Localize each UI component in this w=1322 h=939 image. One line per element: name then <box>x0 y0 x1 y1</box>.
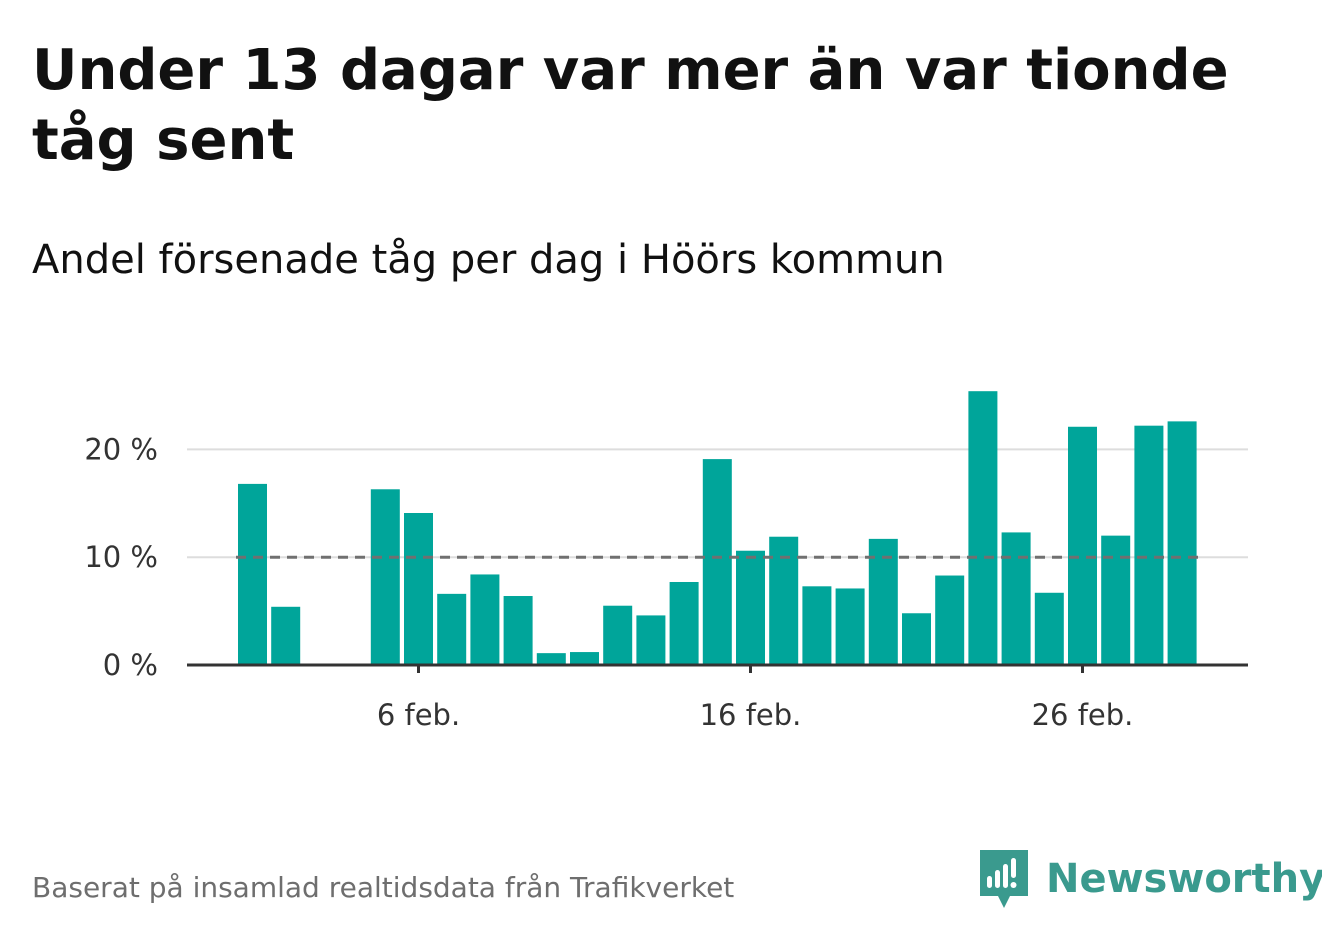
bar <box>968 391 998 665</box>
bar <box>238 483 267 665</box>
bar <box>404 513 433 665</box>
bar <box>902 613 931 665</box>
bar <box>1034 592 1064 665</box>
newsworthy-logo-icon <box>980 850 1028 908</box>
bar <box>536 653 566 665</box>
bar <box>271 606 301 665</box>
y-tick-label: 20 % <box>84 432 158 466</box>
bar <box>1068 426 1097 665</box>
bar <box>636 615 666 665</box>
x-tick-label: 6 feb. <box>377 698 460 732</box>
bar <box>503 596 533 665</box>
chart-subtitle: Andel försenade tåg per dag i Höörs komm… <box>32 237 945 283</box>
bar <box>1167 421 1197 665</box>
y-tick-label: 10 % <box>84 540 158 574</box>
bar <box>1101 535 1131 665</box>
brand-name: Newsworthy <box>1046 856 1322 902</box>
bar <box>603 605 633 665</box>
bar <box>669 581 699 665</box>
bar <box>470 574 500 665</box>
bar <box>702 459 732 665</box>
bar <box>370 489 400 665</box>
bar <box>570 652 599 665</box>
brand-logo: Newsworthy <box>980 848 1322 910</box>
y-tick-label: 0 % <box>103 648 158 682</box>
bar <box>736 550 765 665</box>
bar <box>1134 425 1164 665</box>
source-note: Baserat på insamlad realtidsdata från Tr… <box>32 871 735 904</box>
x-tick-label: 16 feb. <box>700 698 802 732</box>
bar <box>802 586 832 665</box>
bar <box>935 575 965 665</box>
bar <box>1001 532 1031 665</box>
bar <box>437 593 467 665</box>
bar <box>835 588 865 665</box>
bar <box>868 538 898 665</box>
x-tick-label: 26 feb. <box>1032 698 1134 732</box>
chart-title: Under 13 dagar var mer än var tionde tåg… <box>32 38 1229 173</box>
bar-chart: 0 % 10 % 20 % 6 feb. 16 feb. 26 feb. <box>84 391 1248 732</box>
